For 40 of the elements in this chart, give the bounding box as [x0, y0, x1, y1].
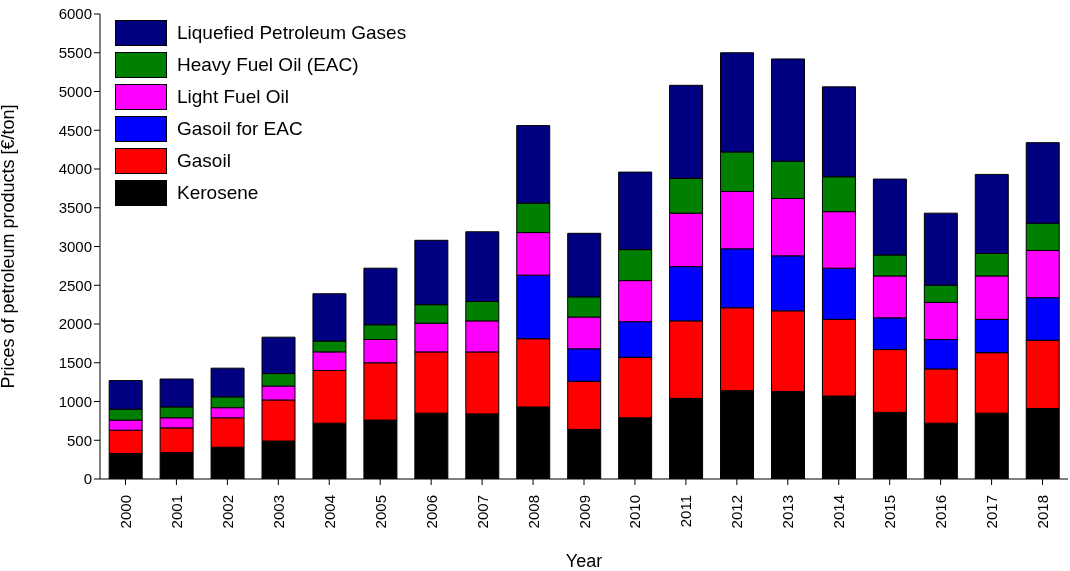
x-tick-label: 2001 [167, 495, 185, 529]
x-tick-label: 2006 [422, 495, 440, 529]
legend-label: Liquefied Petroleum Gases [177, 22, 407, 44]
x-tick-label: 2002 [218, 495, 236, 529]
x-tick-label: 2010 [626, 495, 644, 529]
x-tick-label: 2007 [473, 495, 491, 529]
y-tick-label: 1000 [58, 392, 92, 410]
x-tick-label: 2017 [983, 495, 1001, 529]
legend-label: Gasoil [177, 150, 231, 172]
x-tick-label: 2015 [881, 495, 899, 529]
x-tick-label: 2008 [524, 495, 542, 529]
y-tick-label: 5000 [58, 82, 92, 100]
y-tick-label: 500 [66, 431, 92, 449]
x-tick-label: 2003 [269, 495, 287, 529]
x-axis-title: Year [565, 551, 603, 571]
y-tick-label: 6000 [58, 5, 92, 23]
y-tick-label: 5500 [58, 44, 92, 62]
x-tick-label: 2012 [728, 495, 746, 529]
x-tick-label: 2005 [371, 495, 389, 529]
x-tick-label: 2018 [1034, 495, 1052, 529]
legend-label: Heavy Fuel Oil (EAC) [177, 54, 359, 76]
x-tick-label: 2013 [779, 495, 797, 529]
x-tick-label: 2011 [677, 495, 695, 528]
x-tick-label: 2009 [575, 495, 593, 529]
x-tick-label: 2016 [932, 495, 950, 529]
y-tick-label: 0 [83, 470, 92, 488]
y-tick-label: 4500 [58, 121, 92, 139]
y-tick-label: 4000 [58, 160, 92, 178]
x-tick-label: 2014 [830, 495, 848, 529]
x-tick-label: 2004 [320, 495, 338, 529]
legend-label: Light Fuel Oil [177, 86, 289, 108]
legend-label: Gasoil for EAC [177, 118, 303, 140]
y-tick-label: 2000 [58, 315, 92, 333]
y-tick-label: 2500 [58, 276, 92, 294]
x-tick-label: 2000 [116, 495, 134, 529]
y-tick-label: 3500 [58, 199, 92, 217]
y-axis-title: Prices of petroleum products [€/ton] [0, 104, 19, 389]
legend-label: Kerosene [177, 182, 259, 204]
y-tick-label: 3000 [58, 237, 92, 255]
y-tick-label: 1500 [58, 354, 92, 372]
